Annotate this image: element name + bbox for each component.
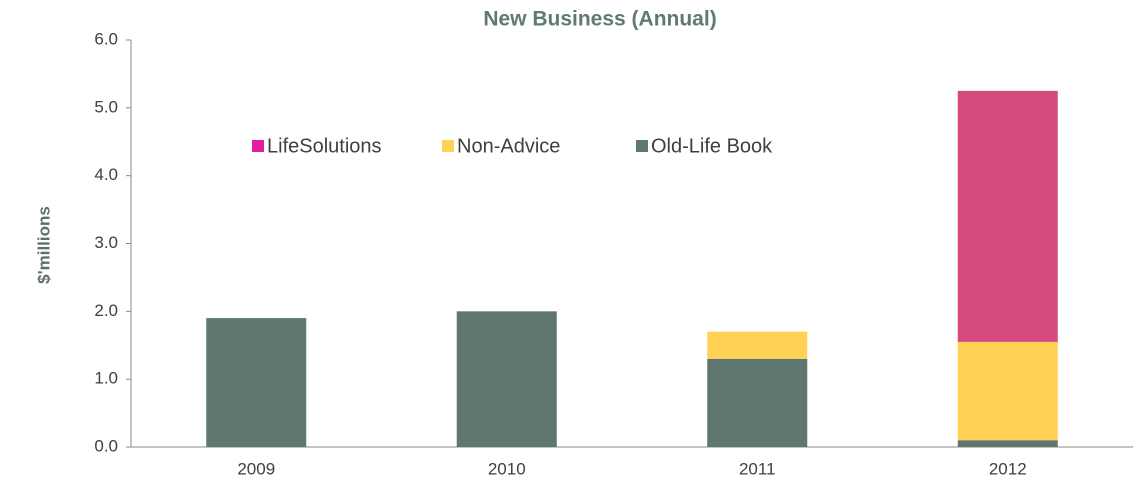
y-tick-label: 0.0 — [94, 436, 118, 455]
y-tick-label: 4.0 — [94, 165, 118, 184]
x-tick-label: 2010 — [488, 459, 526, 478]
legend-swatch — [636, 140, 648, 152]
y-axis-label: $'millions — [34, 206, 53, 284]
y-tick-label: 1.0 — [94, 369, 118, 388]
y-tick-label: 6.0 — [94, 29, 118, 48]
legend-label: Non-Advice — [457, 135, 560, 157]
legend-swatch — [252, 140, 264, 152]
y-tick-label: 5.0 — [94, 97, 118, 116]
bar-segment — [957, 440, 1058, 447]
y-tick-label: 3.0 — [94, 233, 118, 252]
chart-title: New Business (Annual) — [483, 8, 716, 31]
legend-label: LifeSolutions — [267, 135, 382, 157]
bar-segment — [456, 311, 557, 447]
x-tick-label: 2011 — [739, 459, 776, 478]
x-tick-label: 2012 — [989, 459, 1027, 478]
bar-segment — [707, 331, 808, 359]
legend-label: Old-Life Book — [651, 135, 773, 157]
bar-segment — [957, 90, 1058, 342]
bar-segment — [707, 358, 808, 447]
bar-segment — [957, 341, 1058, 441]
y-tick-label: 2.0 — [94, 301, 118, 320]
x-tick-label: 2009 — [237, 459, 275, 478]
legend-swatch — [442, 140, 454, 152]
bar-segment — [206, 318, 307, 447]
